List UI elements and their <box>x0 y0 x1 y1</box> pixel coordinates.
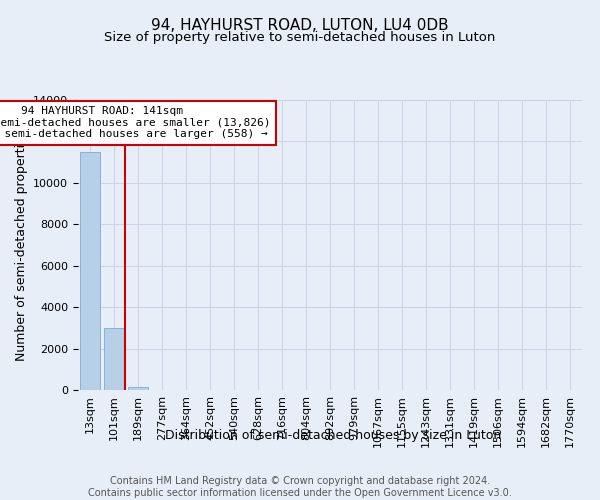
Bar <box>80 152 100 390</box>
Bar <box>104 328 124 390</box>
Text: Distribution of semi-detached houses by size in Luton: Distribution of semi-detached houses by … <box>165 430 501 442</box>
Text: Contains HM Land Registry data © Crown copyright and database right 2024.
Contai: Contains HM Land Registry data © Crown c… <box>88 476 512 498</box>
Text: 94 HAYHURST ROAD: 141sqm
← 96% of semi-detached houses are smaller (13,826)
    : 94 HAYHURST ROAD: 141sqm ← 96% of semi-d… <box>0 106 271 140</box>
Bar <box>128 387 148 390</box>
Text: 94, HAYHURST ROAD, LUTON, LU4 0DB: 94, HAYHURST ROAD, LUTON, LU4 0DB <box>151 18 449 32</box>
Y-axis label: Number of semi-detached properties: Number of semi-detached properties <box>14 130 28 360</box>
Text: Size of property relative to semi-detached houses in Luton: Size of property relative to semi-detach… <box>104 31 496 44</box>
